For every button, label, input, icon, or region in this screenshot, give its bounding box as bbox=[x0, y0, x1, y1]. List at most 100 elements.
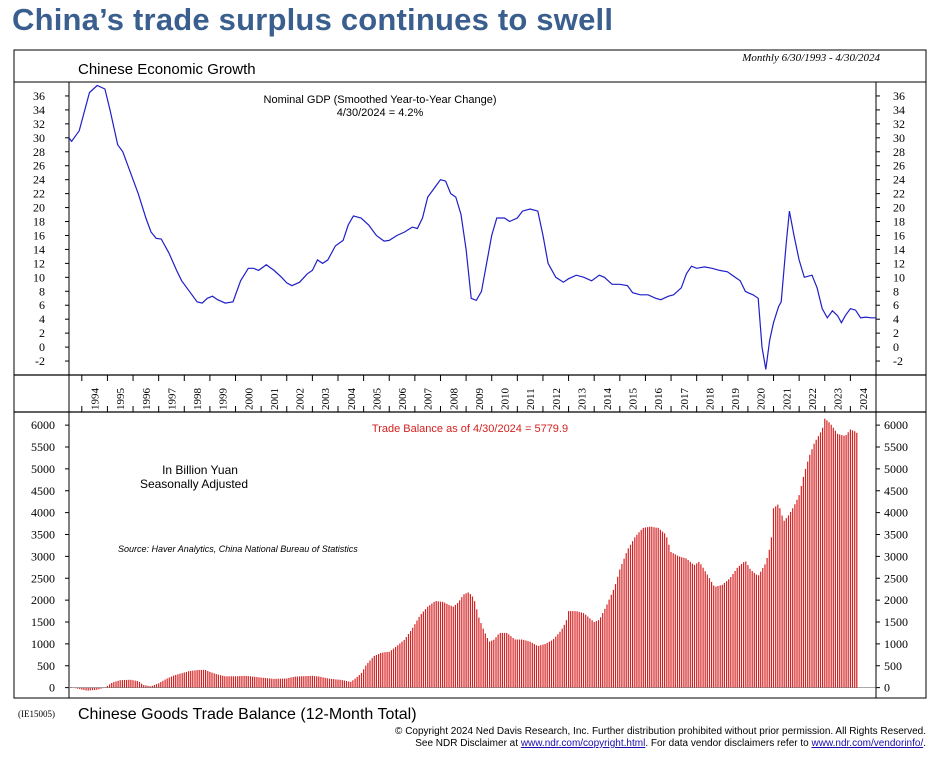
gdp-ytick-label-left: 36 bbox=[33, 89, 45, 103]
x-tick-label: 2016 bbox=[653, 388, 665, 411]
trade-ytick-label-right: 2500 bbox=[884, 571, 908, 585]
trade-ytick-label-right: 4000 bbox=[884, 506, 908, 520]
x-tick-label: 2008 bbox=[448, 388, 460, 411]
x-tick-label: 2009 bbox=[474, 388, 486, 411]
gdp-ytick-label-right: 10 bbox=[893, 270, 905, 284]
x-tick-label: 2006 bbox=[397, 388, 409, 411]
gdp-ytick-label-left: 14 bbox=[33, 242, 45, 256]
trade-ytick-label-left: 4000 bbox=[31, 506, 55, 520]
trade-ytick-label-right: 1000 bbox=[884, 637, 908, 651]
bottom-panel-title: Chinese Goods Trade Balance (12-Month To… bbox=[78, 706, 417, 723]
top-panel-title: Chinese Economic Growth bbox=[78, 61, 256, 78]
trade-ytick-label-left: 6000 bbox=[31, 418, 55, 432]
x-tick-label: 2010 bbox=[500, 388, 512, 411]
x-tick-label: 2012 bbox=[551, 388, 563, 410]
gdp-ytick-label-left: 24 bbox=[33, 173, 45, 187]
trade-ytick-label-right: 1500 bbox=[884, 615, 908, 629]
gdp-ytick-label-left: 32 bbox=[33, 117, 45, 131]
headline: China’s trade surplus continues to swell bbox=[12, 2, 614, 37]
gdp-ytick-label-left: 12 bbox=[33, 256, 45, 270]
gdp-line bbox=[68, 84, 876, 370]
gdp-ytick-label-right: 6 bbox=[893, 298, 899, 312]
x-tick-label: 2011 bbox=[525, 388, 537, 410]
gdp-ytick-label-right: 28 bbox=[893, 145, 905, 159]
gdp-ytick-label-left: 18 bbox=[33, 215, 45, 229]
gdp-ytick-label-left: 0 bbox=[39, 340, 45, 354]
x-tick-label: 2021 bbox=[781, 388, 793, 410]
gdp-ytick-label-left: 8 bbox=[39, 284, 45, 298]
x-tick-label: 2019 bbox=[730, 388, 742, 411]
gdp-ytick-label-left: 2 bbox=[39, 326, 45, 340]
trade-ytick-label-left: 4500 bbox=[31, 484, 55, 498]
gdp-annotation-line1: Nominal GDP (Smoothed Year-to-Year Chang… bbox=[264, 94, 497, 106]
gdp-ytick-label-right: -2 bbox=[893, 354, 903, 368]
x-tick-label: 2015 bbox=[628, 388, 640, 411]
x-tick-label: 1998 bbox=[192, 388, 204, 411]
trade-ytick-label-left: 2000 bbox=[31, 593, 55, 607]
trade-ytick-label-left: 3000 bbox=[31, 549, 55, 563]
gdp-ytick-label-right: 8 bbox=[893, 284, 899, 298]
x-tick-label: 1999 bbox=[218, 388, 230, 411]
x-tick-label: 1995 bbox=[115, 388, 127, 411]
x-tick-label: 2017 bbox=[679, 388, 691, 411]
footer-pre: See NDR Disclaimer at bbox=[415, 738, 521, 749]
source-note: Source: Haver Analytics, China National … bbox=[118, 544, 358, 554]
gdp-ytick-label-left: 4 bbox=[39, 312, 45, 326]
vendor-info-link[interactable]: www.ndr.com/vendorinfo/ bbox=[811, 738, 924, 749]
trade-ytick-label-right: 2000 bbox=[884, 593, 908, 607]
gdp-ytick-label-left: 26 bbox=[33, 159, 45, 173]
x-tick-label: 2007 bbox=[423, 388, 435, 411]
x-tick-label: 2003 bbox=[320, 388, 332, 411]
trade-ytick-label-right: 500 bbox=[884, 659, 902, 673]
trade-note-2: Seasonally Adjusted bbox=[140, 477, 248, 491]
trade-ytick-label-right: 5500 bbox=[884, 440, 908, 454]
gdp-ytick-label-left: 30 bbox=[33, 131, 45, 145]
x-tick-label: 2024 bbox=[858, 388, 870, 411]
gdp-ytick-label-right: 34 bbox=[893, 103, 905, 117]
gdp-ytick-label-left: 16 bbox=[33, 228, 45, 242]
trade-annotation: Trade Balance as of 4/30/2024 = 5779.9 bbox=[372, 423, 568, 435]
x-tick-label: 2002 bbox=[295, 388, 307, 410]
trade-note-1: In Billion Yuan bbox=[162, 463, 238, 477]
trade-ytick-label-left: 5500 bbox=[31, 440, 55, 454]
copyright-link[interactable]: www.ndr.com/copyright.html bbox=[520, 738, 646, 749]
gdp-ytick-label-left: 28 bbox=[33, 145, 45, 159]
gdp-ytick-label-right: 2 bbox=[893, 326, 899, 340]
x-tick-label: 2000 bbox=[243, 388, 255, 411]
gdp-ytick-label-left: 6 bbox=[39, 298, 45, 312]
x-tick-label: 2014 bbox=[602, 388, 614, 411]
footer-disclaimer: See NDR Disclaimer at www.ndr.com/copyri… bbox=[415, 738, 926, 749]
gdp-ytick-label-right: 20 bbox=[893, 201, 905, 215]
x-tick-label: 1994 bbox=[90, 388, 102, 411]
gdp-annotation-line2: 4/30/2024 = 4.2% bbox=[337, 107, 424, 119]
gdp-ytick-label-left: 22 bbox=[33, 187, 45, 201]
gdp-ytick-label-right: 30 bbox=[893, 131, 905, 145]
x-tick-label: 2018 bbox=[704, 388, 716, 411]
trade-ytick-label-left: 1500 bbox=[31, 615, 55, 629]
trade-ytick-label-left: 0 bbox=[49, 681, 55, 695]
date-range: Monthly 6/30/1993 - 4/30/2024 bbox=[741, 52, 880, 64]
gdp-ytick-label-left: 10 bbox=[33, 270, 45, 284]
x-tick-label: 2005 bbox=[371, 388, 383, 411]
x-tick-label: 2022 bbox=[807, 388, 819, 410]
gdp-ytick-label-right: 14 bbox=[893, 242, 905, 256]
trade-ytick-label-right: 3000 bbox=[884, 549, 908, 563]
x-tick-label: 1996 bbox=[141, 388, 153, 411]
gdp-ytick-label-right: 16 bbox=[893, 228, 905, 242]
chart-code: (IE15005) bbox=[18, 709, 55, 719]
x-tick-label: 2023 bbox=[833, 388, 845, 411]
trade-ytick-label-left: 3500 bbox=[31, 528, 55, 542]
gdp-ytick-label-left: 20 bbox=[33, 201, 45, 215]
trade-ytick-label-left: 5000 bbox=[31, 462, 55, 476]
trade-ytick-label-left: 1000 bbox=[31, 637, 55, 651]
gdp-ytick-label-right: 36 bbox=[893, 89, 905, 103]
gdp-ytick-label-right: 12 bbox=[893, 256, 905, 270]
trade-ytick-label-right: 5000 bbox=[884, 462, 908, 476]
gdp-ytick-label-right: 24 bbox=[893, 173, 905, 187]
footer-copyright: © Copyright 2024 Ned Davis Research, Inc… bbox=[395, 726, 926, 737]
trade-ytick-label-right: 6000 bbox=[884, 418, 908, 432]
gdp-ytick-label-right: 32 bbox=[893, 117, 905, 131]
gdp-ytick-label-right: 4 bbox=[893, 312, 899, 326]
gdp-ytick-label-right: 0 bbox=[893, 340, 899, 354]
